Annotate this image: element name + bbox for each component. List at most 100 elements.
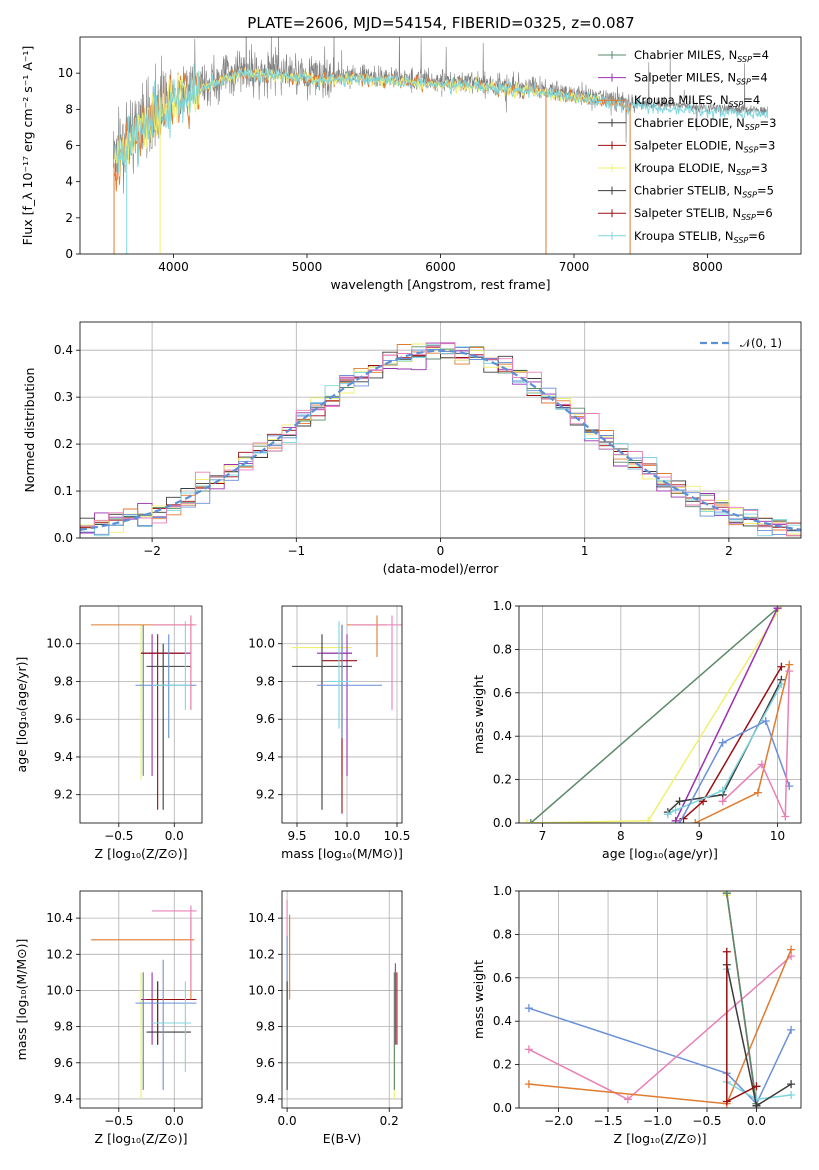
error-bar-point [141, 972, 191, 1045]
legend: 𝒩(0, 1) [700, 336, 782, 350]
legend-label: Kroupa ELODIE, NSSP=3 [634, 161, 768, 177]
error-bar-point [152, 905, 197, 991]
error-bar-point [347, 615, 387, 657]
error-bar-point [327, 621, 352, 729]
legend-label: Kroupa STELIB, NSSP=6 [634, 229, 765, 245]
x-tick-label: 8 [617, 829, 625, 843]
plot-area [113, 37, 769, 254]
y-tick-label: 0.0 [493, 1101, 512, 1115]
x-tick-label: −1.0 [643, 1114, 672, 1128]
weight-line-chabrier_elodie [667, 679, 783, 813]
weight-line-kroupa_stelib [722, 671, 791, 817]
legend-label: Chabrier MILES, NSSP=4 [634, 48, 769, 64]
plot-area [292, 615, 402, 814]
x-tick-label: 2 [725, 544, 733, 558]
x-tick-label: 0.2 [380, 1114, 399, 1128]
y-axis-label: Flux [f_λ 10⁻¹⁷ erg cm⁻² s⁻¹ A⁻¹] [20, 46, 35, 246]
error-bar-point [135, 959, 197, 1090]
weight-marker [787, 945, 796, 954]
y-tick-label: 0.6 [493, 686, 512, 700]
x-tick-label: 4000 [158, 260, 189, 274]
legend-suffix: =6 [756, 206, 773, 220]
model-line-kroupa_miles [114, 67, 631, 192]
x-tick-label: −2 [143, 544, 161, 558]
y-tick-label: 9.6 [256, 1056, 275, 1070]
axes-spectrum: 4000 5000 6000 7000 8000 0 2 4 6 8 10 wavelength [A… [20, 36, 802, 292]
weight-marker [524, 1045, 533, 1054]
legend-label: Salpeter MILES, NSSP=4 [634, 71, 768, 87]
weight-line-salpeter_elodie [683, 666, 783, 820]
weight-marker [752, 1101, 761, 1108]
x-tick-label: −1.5 [593, 1114, 622, 1128]
legend-suffix: =6 [748, 229, 765, 243]
weight-marker [722, 1097, 731, 1106]
axes-mass_vs_age: 9.5 10.0 10.5 9.2 9.4 9.6 9.8 10.0 mass [log₁₀(M… [248, 605, 410, 861]
legend-suffix: =4 [751, 71, 768, 85]
y-tick-label: 2 [65, 211, 73, 225]
y-tick-label: 0.0 [493, 816, 512, 830]
legend-suffix: =3 [760, 116, 777, 130]
y-tick-label: 9.4 [256, 750, 275, 764]
weight-line-chabrier_miles [726, 893, 758, 1104]
x-tick-label: −1 [287, 544, 305, 558]
y-tick-label: 10.0 [46, 637, 73, 651]
model-line-chabrier_stelib [114, 63, 769, 174]
legend-subscript: SSP [744, 145, 759, 154]
legend-subscript: SSP [736, 168, 751, 177]
x-axis-label: Z [log₁₀(Z/Z⊙)] [614, 1131, 707, 1146]
weight-marker [691, 819, 700, 823]
y-tick-label: 9.4 [54, 1092, 73, 1106]
weight-line-chabrier_miles [530, 607, 778, 823]
y-tick-label: 0.4 [54, 343, 73, 357]
y-tick-label: 10.4 [248, 911, 275, 925]
weight-marker [787, 1080, 796, 1089]
y-tick-label: 0.8 [493, 642, 512, 656]
y-tick-label: 10.0 [46, 983, 73, 997]
y-tick-label: 10 [58, 66, 73, 80]
x-tick-label: −2.0 [544, 1114, 573, 1128]
error-bar-point [152, 981, 191, 1072]
error-bar-point [317, 634, 352, 776]
weight-marker [718, 797, 727, 806]
axes-frame [281, 890, 403, 1109]
x-tick-label: 9.5 [287, 829, 306, 843]
legend-label: 𝒩(0, 1) [740, 336, 782, 350]
legend-subscript: SSP [741, 213, 756, 222]
y-tick-label: 0.0 [54, 531, 73, 545]
y-tick-label: 0.3 [54, 390, 73, 404]
y-tick-label: 4 [65, 175, 73, 189]
legend-suffix: =3 [751, 161, 768, 175]
error-bar-point [352, 615, 402, 710]
error-bar-point [135, 634, 197, 739]
weight-marker [644, 816, 653, 823]
y-tick-label: 0.8 [493, 927, 512, 941]
y-axis-label: Normed distribution [22, 368, 37, 493]
x-tick-label: −0.5 [692, 1114, 721, 1128]
error-bar-point [146, 981, 191, 1045]
error-bar-point [91, 615, 195, 710]
axes-frame [79, 605, 203, 824]
weight-marker [722, 891, 731, 898]
x-tick-label: 8000 [692, 260, 723, 274]
y-tick-label: 10.4 [46, 911, 73, 925]
legend-subscript: SSP [742, 191, 757, 200]
error-bar-point [146, 981, 197, 1045]
y-tick-label: 9.6 [54, 712, 73, 726]
plot-area [286, 900, 398, 1099]
y-tick-label: 9.2 [256, 788, 275, 802]
error-bar-point [91, 918, 195, 1000]
weight-marker [773, 606, 782, 613]
axes-z_vs_age: −0.5 0.0 9.2 9.4 9.6 9.8 10.0 Z [log₁₀(Z/Z⊙)] ag… [14, 605, 203, 861]
legend-label: Chabrier ELODIE, NSSP=3 [634, 116, 776, 132]
x-axis-label: mass [log₁₀(M/M⊙)] [281, 846, 403, 861]
legend-text: Salpeter STELIB, N [634, 206, 741, 220]
error-bar-point [141, 634, 191, 776]
x-tick-label: 5000 [292, 260, 323, 274]
weight-marker [671, 816, 680, 823]
x-axis-label: Z [log₁₀(Z/Z⊙)] [95, 1131, 188, 1146]
weight-marker [675, 797, 684, 806]
axes-frame [79, 36, 802, 255]
x-axis-label: E(B-V) [323, 1131, 362, 1146]
